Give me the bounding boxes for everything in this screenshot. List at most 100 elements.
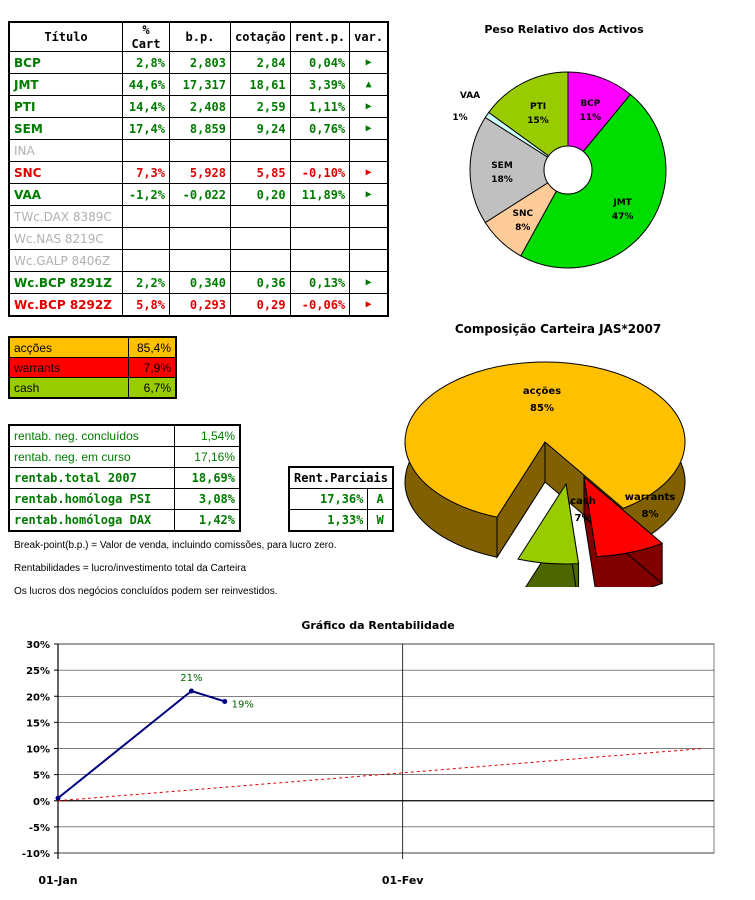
y-tick-label: 30% xyxy=(26,640,50,651)
return-point xyxy=(55,795,61,801)
portfolio-cell-var xyxy=(349,227,389,250)
portfolio-cell-rent: 1,11% xyxy=(289,95,351,118)
returns-label: rentab. neg. em curso xyxy=(8,446,175,468)
allocation-label: acções xyxy=(8,336,129,358)
line-title: Gráfico da Rentabilidade xyxy=(301,619,454,632)
portfolio-cell-name: Wc.BCP 8292Z xyxy=(8,293,123,317)
portfolio-cell-cot: 2,84 xyxy=(230,51,291,74)
returns-label: rentab. neg. concluídos xyxy=(8,424,175,447)
portfolio-cell-cart: 7,3% xyxy=(122,161,170,184)
allocation-row: cash 6,7% xyxy=(8,377,177,399)
portfolio-cell-bp: 8,859 xyxy=(169,117,231,140)
pie1-label: BCP xyxy=(580,99,600,109)
portfolio-cell-rent: 11,89% xyxy=(289,183,351,206)
pie2-slice-warrants xyxy=(583,475,664,558)
y-tick-label: 25% xyxy=(26,666,50,677)
portfolio-body: BCP 2,8% 2,803 2,84 0,04% ▶ JMT 44,6% 17,317 18,6… xyxy=(8,51,389,317)
header-cotacao: cotação xyxy=(230,21,291,52)
portfolio-cell-name: Wc.GALP 8406Z xyxy=(8,249,123,272)
portfolio-cell-cot: 9,24 xyxy=(230,117,291,140)
portfolio-cell-cart: 17,4% xyxy=(122,117,170,140)
allocation-table: acções 85,4% warrants 7,9% cash 6,7% xyxy=(8,336,177,399)
point-data-label: 19% xyxy=(232,699,254,710)
portfolio-cell-cart: 2,8% xyxy=(122,51,170,74)
y-tick-label: 20% xyxy=(26,692,50,703)
allocation-value: 7,9% xyxy=(128,357,177,378)
portfolio-cell-rent xyxy=(289,227,351,250)
portfolio-cell-cot: 5,85 xyxy=(230,161,291,184)
return-point xyxy=(188,688,194,694)
portfolio-cell-bp: -0,022 xyxy=(169,183,231,206)
pie1-slice-sem xyxy=(469,116,569,224)
portfolio-cell-cart xyxy=(122,227,170,250)
portfolio-cell-var xyxy=(349,205,389,228)
pie2-slice-acções xyxy=(404,361,686,518)
partial-value: 17,36% xyxy=(288,488,369,510)
portfolio-cell-var: ▶ xyxy=(349,271,389,294)
x-tick-label: 01-Fev xyxy=(382,874,424,887)
pie1-title: Peso Relativo dos Activos xyxy=(484,23,644,36)
portfolio-row: PTI 14,4% 2,408 2,59 1,11% ▶ xyxy=(8,95,389,118)
pie2-value-label: 85% xyxy=(530,403,554,414)
portfolio-cell-cart xyxy=(122,139,170,162)
portfolio-cell-cot: 18,61 xyxy=(230,73,291,96)
pie2-label: warrants xyxy=(625,492,675,503)
note-returns: Rentabilidades = lucro/investimento tota… xyxy=(14,563,247,574)
allocation-row: warrants 7,9% xyxy=(8,357,177,378)
y-tick-label: -10% xyxy=(22,849,50,860)
header-cart: % Cart xyxy=(122,21,170,52)
pie1-value-label: 18% xyxy=(491,175,513,185)
pie1-label: SEM xyxy=(491,161,513,171)
portfolio-cell-name: VAA xyxy=(8,183,123,206)
portfolio-row: JMT 44,6% 17,317 18,61 3,39% ▲ xyxy=(8,73,389,96)
portfolio-cell-bp: 2,803 xyxy=(169,51,231,74)
portfolio-cell-cart xyxy=(122,205,170,228)
portfolio-cell-cart: 14,4% xyxy=(122,95,170,118)
portfolio-cell-var: ▲ xyxy=(349,73,389,96)
portfolio-row: Wc.NAS 8219C xyxy=(8,227,389,250)
x-tick-label: 01-Jan xyxy=(38,874,77,887)
portfolio-cell-bp: 17,317 xyxy=(169,73,231,96)
portfolio-cell-name: TWc.DAX 8389C xyxy=(8,205,123,228)
pie1-value-label: 8% xyxy=(515,223,530,233)
returns-table: rentab. neg. concluídos 1,54% rentab. neg.… xyxy=(8,424,241,532)
portfolio-cell-cot: 2,59 xyxy=(230,95,291,118)
y-tick-label: 0% xyxy=(33,797,50,808)
returns-value: 18,69% xyxy=(174,467,241,489)
portfolio-cell-var xyxy=(349,139,389,162)
portfolio-row: Wc.BCP 8292Z 5,8% 0,293 0,29 -0,06% ▶ xyxy=(8,293,389,317)
portfolio-cell-name: JMT xyxy=(8,73,123,96)
portfolio-cell-cart xyxy=(122,249,170,272)
portfolio-cell-bp: 0,340 xyxy=(169,271,231,294)
allocation-label: warrants xyxy=(8,357,129,378)
returns-row: rentab.homóloga DAX 1,42% xyxy=(8,509,241,532)
returns-row: rentab. neg. em curso 17,16% xyxy=(8,446,241,468)
partial-header: Rent.Parciais xyxy=(288,466,394,489)
pie2-value-label: 8% xyxy=(642,509,659,520)
portfolio-cell-rent: -0,06% xyxy=(289,293,351,317)
portfolio-cell-rent: 0,13% xyxy=(289,271,351,294)
pie1-slice-jmt xyxy=(520,93,667,269)
pie1-value-label: 11% xyxy=(580,113,602,123)
allocation-label: cash xyxy=(8,377,129,399)
portfolio-cell-bp xyxy=(169,227,231,250)
pie1-label: SNC xyxy=(513,209,534,219)
portfolio-row: BCP 2,8% 2,803 2,84 0,04% ▶ xyxy=(8,51,389,74)
portfolio-cell-cot xyxy=(230,249,291,272)
allocation-value: 85,4% xyxy=(128,336,177,358)
portfolio-cell-var: ▶ xyxy=(349,95,389,118)
pie1-label: JMT xyxy=(612,198,632,208)
portfolio-cell-name: Wc.BCP 8291Z xyxy=(8,271,123,294)
portfolio-cell-cot: 0,20 xyxy=(230,183,291,206)
pie1-value-label: 47% xyxy=(612,212,634,222)
portfolio-cell-cot xyxy=(230,139,291,162)
returns-label: rentab.homóloga DAX xyxy=(8,509,175,532)
pie2-value-label: 7% xyxy=(575,513,592,524)
portfolio-cell-var: ▶ xyxy=(349,117,389,140)
partial-returns-table: Rent.Parciais 17,36% A 1,33% W xyxy=(288,466,394,532)
portfolio-cell-bp xyxy=(169,205,231,228)
returns-row: rentab.homóloga PSI 3,08% xyxy=(8,488,241,510)
portfolio-row: TWc.DAX 8389C xyxy=(8,205,389,228)
y-tick-label: 5% xyxy=(33,771,50,782)
pie1-hole xyxy=(543,145,593,195)
